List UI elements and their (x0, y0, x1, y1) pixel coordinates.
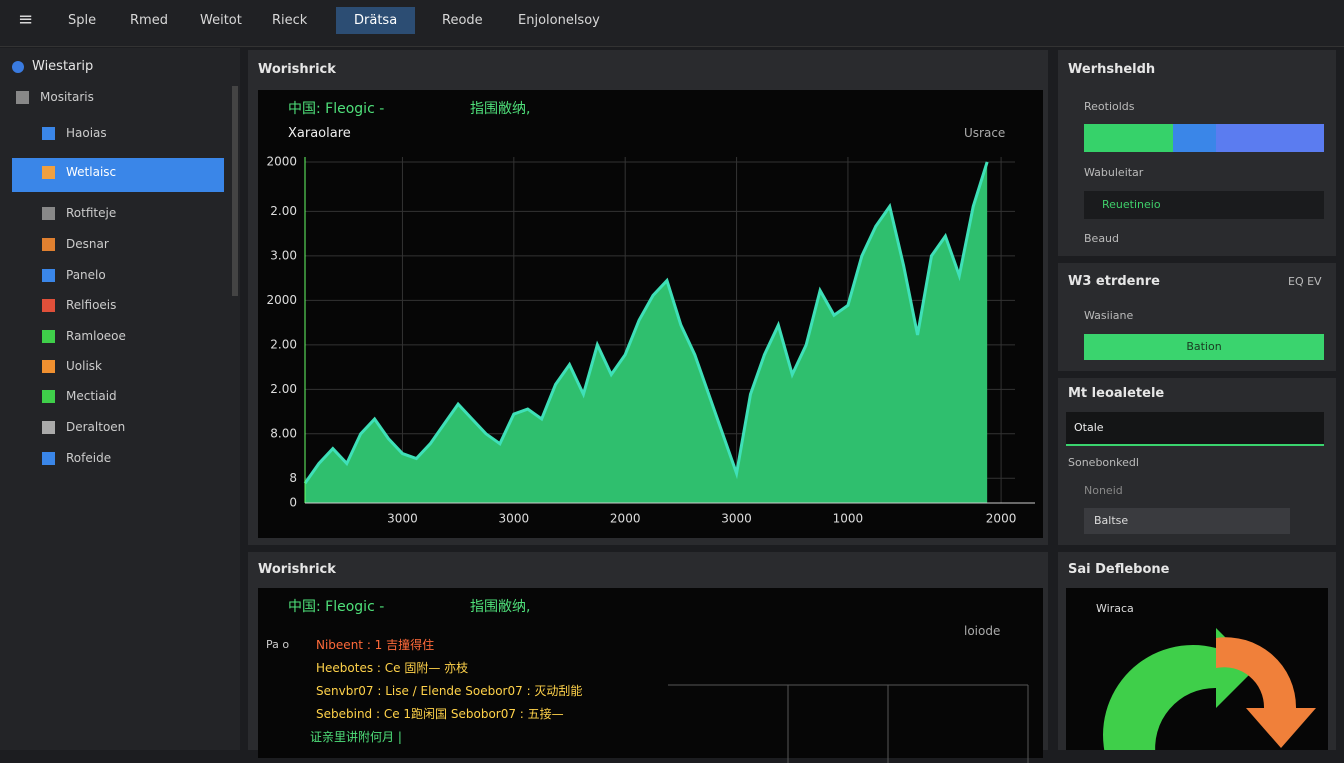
panel-title: Sai Deflebone (1068, 562, 1170, 577)
sidebar-item[interactable]: Relfioeis (66, 298, 117, 312)
label: Wasiiane (1084, 309, 1134, 322)
right-panel: Mt leoaletele Otale Sonebonkedl Noneid B… (1058, 378, 1336, 545)
button[interactable]: Bation (1084, 334, 1324, 360)
subtitle: Xaraolare (288, 126, 351, 141)
text-line: Heebotes : Ce 固附— 亦枝 (316, 661, 469, 675)
sidebar-item[interactable]: Haoias (66, 126, 107, 140)
chart-frame: 中国: Fleogic - 指围敝纳, Xaraolare Usrace (258, 90, 1043, 538)
icon (42, 390, 55, 403)
menu-item[interactable]: Sple (68, 13, 97, 28)
text-line: 证亲里讲附何月 | (310, 730, 402, 744)
text-line: Nibeent : 1 吉撞得住 (316, 638, 435, 652)
right-panel: Sai Deflebone Wiraca (1058, 552, 1336, 750)
frame: 中国: Fleogic - 指围敝纳, loiode Pa o Nibeent … (258, 588, 1043, 763)
select-text: Otale (1074, 421, 1104, 434)
sidebar-item[interactable]: Mectiaid (66, 389, 117, 403)
sidebar-item[interactable]: Rofeide (66, 451, 112, 465)
icon (42, 127, 55, 140)
sidebar-item[interactable]: Rotfiteje (66, 206, 117, 220)
menu-item[interactable]: Weitot (200, 13, 242, 28)
icon (42, 269, 55, 282)
icon (42, 452, 55, 465)
select[interactable] (1066, 412, 1324, 446)
scrollbar (232, 86, 238, 296)
icon (42, 207, 55, 220)
input-text: Baltse (1094, 514, 1129, 527)
icon (42, 421, 55, 434)
icon (16, 91, 29, 104)
label: Beaud (1084, 232, 1120, 245)
sidebar-item[interactable]: Deraltoen (66, 420, 126, 434)
field (1084, 191, 1324, 219)
right-panel: Werhsheldh Reotiolds Wabuleitar Reuetine… (1058, 50, 1336, 256)
header: 指围敝纳, (470, 101, 531, 117)
mini-grid (668, 684, 1029, 763)
icon (12, 61, 24, 73)
label: Sonebonkedl (1068, 456, 1139, 469)
top-bar: ≡ Sple Rmed Weitot Rieck Drätsa Reode Enjolone… (0, 0, 1344, 47)
label: EQ EV (1288, 275, 1322, 288)
card: Wiraca (1066, 588, 1328, 750)
panel: Worishrick 中国: Fleogic - 指围敝纳, Xaraolare… (248, 50, 1048, 545)
sidebar: Wiestarip Mositaris Haoias Wetlaisc Rotfite… (0, 48, 240, 750)
panel: Worishrick 中国: Fleogic - 指围敝纳, loiode Pa… (248, 552, 1048, 763)
icon (42, 299, 55, 312)
menu-item[interactable]: Rieck (272, 13, 308, 28)
sidebar-title: Wiestarip (32, 59, 94, 74)
hamburger[interactable]: ≡ (18, 9, 34, 30)
corner-label: Usrace (964, 126, 1006, 140)
header: 中国: Fleogic - (288, 101, 385, 117)
label: Noneid (1084, 484, 1123, 497)
label: Wabuleitar (1084, 166, 1144, 179)
sidebar-item[interactable]: Uolisk (66, 359, 102, 373)
header: 中国: Fleogic - (288, 599, 385, 615)
text-line: Sebebind : Ce 1跑闲国 Sebobor07 : 五接— (316, 707, 564, 721)
panel-title: Worishrick (258, 62, 336, 77)
text-line: Senvbr07 : Lise / Elende Soebor07 : 灭动刮能 (316, 684, 583, 698)
panel-title: Mt leoaletele (1068, 386, 1165, 401)
sidebar-item[interactable]: Mositaris (40, 90, 94, 104)
icon (42, 166, 55, 179)
input[interactable] (1084, 508, 1290, 534)
icon (42, 330, 55, 343)
icon (42, 360, 55, 373)
color-bar (1084, 124, 1324, 152)
card-title: Wiraca (1096, 602, 1134, 615)
panel-title: W3 etrdenre (1068, 274, 1160, 289)
label: Reotiolds (1084, 100, 1135, 113)
menu-item[interactable]: Reode (442, 13, 483, 28)
panel-title: Werhsheldh (1068, 62, 1156, 77)
corner-label: loiode (964, 624, 1001, 638)
sidebar-item[interactable]: Panelo (66, 268, 106, 282)
panel-title: Worishrick (258, 562, 336, 577)
icon (42, 238, 55, 251)
header: 指围敝纳, (470, 599, 531, 615)
menu-item[interactable]: Drätsa (336, 7, 416, 34)
menu-item[interactable]: Rmed (130, 13, 168, 28)
right-panel: W3 etrdenre EQ EV Wasiiane Bation (1058, 263, 1336, 371)
sidebar-item[interactable]: Desnar (66, 237, 109, 251)
sidebar-item[interactable]: Wetlaisc (66, 165, 117, 179)
menu-item[interactable]: Enjolonelsoy (518, 13, 600, 28)
prefix: Pa o (266, 638, 290, 651)
field-text: Reuetineio (1102, 198, 1161, 211)
sidebar-item[interactable]: Ramloeoe (66, 329, 126, 343)
logo (1103, 628, 1316, 750)
